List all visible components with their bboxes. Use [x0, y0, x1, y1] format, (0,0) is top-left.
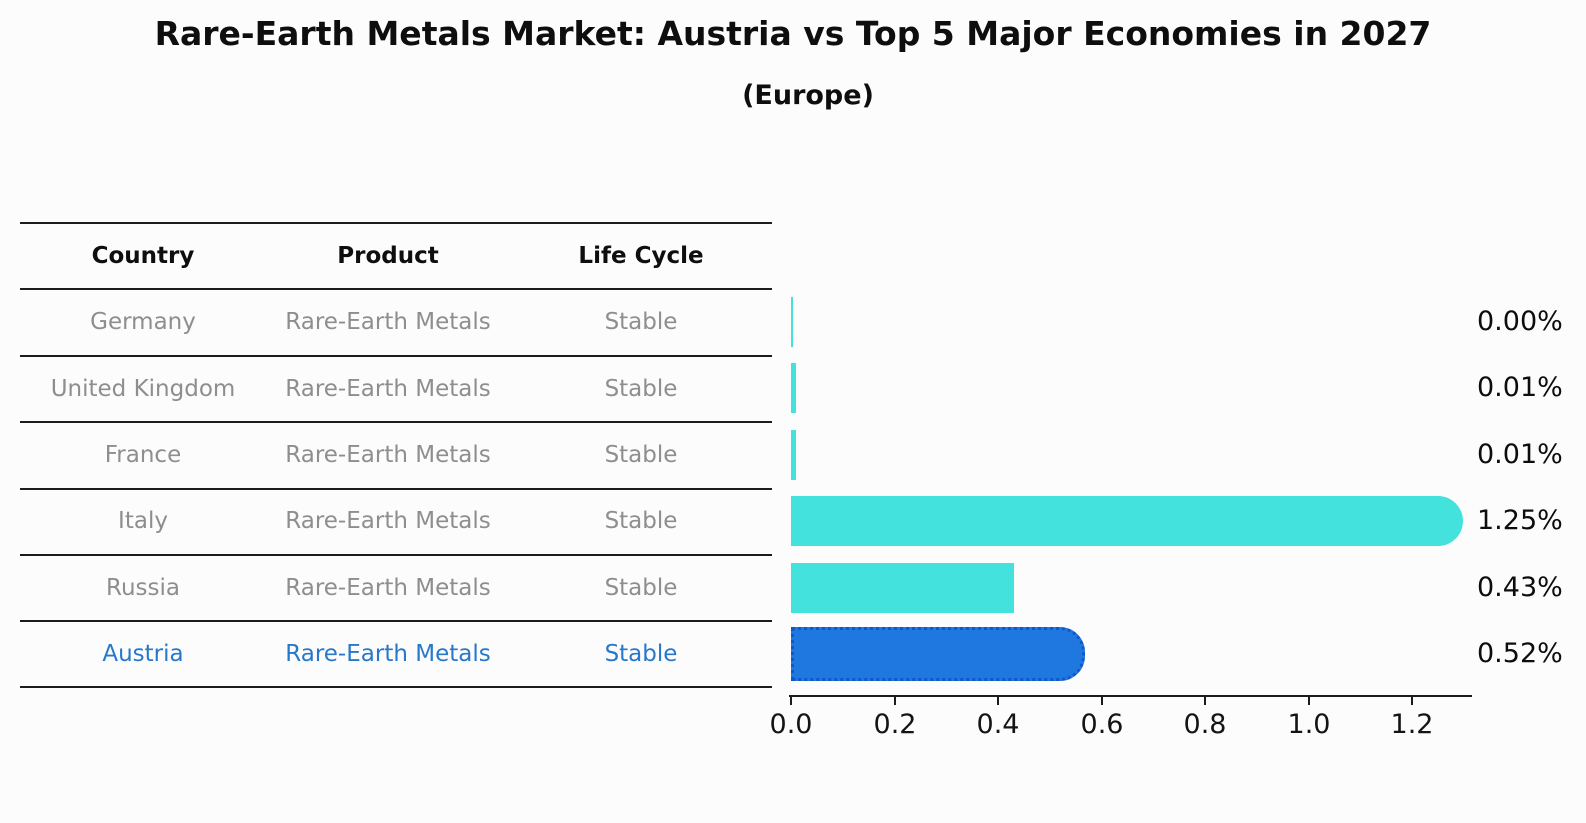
table-rule: [20, 421, 772, 423]
table-row-russia: Russia Rare-Earth Metals Stable: [20, 557, 772, 619]
x-axis-tick-label: 0.0: [769, 709, 813, 740]
bar-united-kingdom: [791, 363, 796, 413]
x-axis-tick: [997, 697, 999, 705]
table-rule: [20, 554, 772, 556]
chart-subtitle: (Europe): [742, 80, 874, 111]
cell-country: United Kingdom: [50, 376, 236, 402]
cell-country: Austria: [102, 641, 184, 667]
x-axis-tick-label: 1.2: [1390, 709, 1434, 740]
cell-country: Russia: [106, 575, 180, 601]
value-label: 0.01%: [1477, 372, 1563, 403]
x-axis-tick: [1204, 697, 1206, 705]
x-axis-tick: [1101, 697, 1103, 705]
table-rule: [20, 222, 772, 224]
table-rule: [20, 620, 772, 622]
cell-product: Rare-Earth Metals: [285, 309, 491, 335]
table-row-germany: Germany Rare-Earth Metals Stable: [20, 291, 772, 353]
cell-product: Rare-Earth Metals: [285, 641, 491, 667]
cell-life-cycle: Stable: [604, 442, 678, 468]
cell-country: Germany: [90, 309, 196, 335]
column-header-life-cycle: Life Cycle: [578, 243, 704, 269]
x-axis-tick-label: 0.8: [1183, 709, 1227, 740]
x-axis-line: [789, 695, 1472, 697]
table-rule: [20, 488, 772, 490]
bar-germany: [791, 297, 793, 347]
cell-product: Rare-Earth Metals: [285, 575, 491, 601]
cell-product: Rare-Earth Metals: [285, 376, 491, 402]
cell-product: Rare-Earth Metals: [285, 442, 491, 468]
chart-title: Rare-Earth Metals Market: Austria vs Top…: [154, 14, 1432, 53]
value-label: 0.43%: [1477, 572, 1563, 603]
table-row-france: France Rare-Earth Metals Stable: [20, 424, 772, 486]
x-axis-tick-label: 1.0: [1287, 709, 1331, 740]
table-row-united-kingdom: United Kingdom Rare-Earth Metals Stable: [20, 358, 772, 420]
table-row-austria: Austria Rare-Earth Metals Stable: [20, 623, 772, 685]
cell-country: France: [104, 442, 182, 468]
bar-france: [791, 430, 796, 480]
table-row-italy: Italy Rare-Earth Metals Stable: [20, 490, 772, 552]
x-axis-tick: [790, 697, 792, 705]
table-rule: [20, 355, 772, 357]
x-axis-tick-label: 0.6: [1080, 709, 1124, 740]
x-axis-tick-label: 0.2: [873, 709, 917, 740]
table-header-row: Country Product Life Cycle: [20, 225, 772, 287]
cell-life-cycle: Stable: [604, 641, 678, 667]
column-header-country: Country: [91, 243, 195, 269]
x-axis-tick: [894, 697, 896, 705]
x-axis-tick: [1308, 697, 1310, 705]
cell-life-cycle: Stable: [604, 376, 678, 402]
cell-life-cycle: Stable: [604, 508, 678, 534]
value-label: 1.25%: [1477, 505, 1563, 536]
column-header-product: Product: [337, 243, 439, 269]
bar-russia: [791, 563, 1014, 613]
bar-austria: [791, 627, 1085, 681]
cell-life-cycle: Stable: [604, 309, 678, 335]
table-rule: [20, 288, 772, 290]
cell-life-cycle: Stable: [604, 575, 678, 601]
cell-country: Italy: [118, 508, 168, 534]
value-label: 0.01%: [1477, 439, 1563, 470]
x-axis-tick: [1411, 697, 1413, 705]
value-label: 0.52%: [1477, 638, 1563, 669]
value-label: 0.00%: [1477, 306, 1563, 337]
bar-italy: [791, 496, 1463, 546]
table-rule: [20, 686, 772, 688]
cell-product: Rare-Earth Metals: [285, 508, 491, 534]
x-axis-tick-label: 0.4: [976, 709, 1020, 740]
